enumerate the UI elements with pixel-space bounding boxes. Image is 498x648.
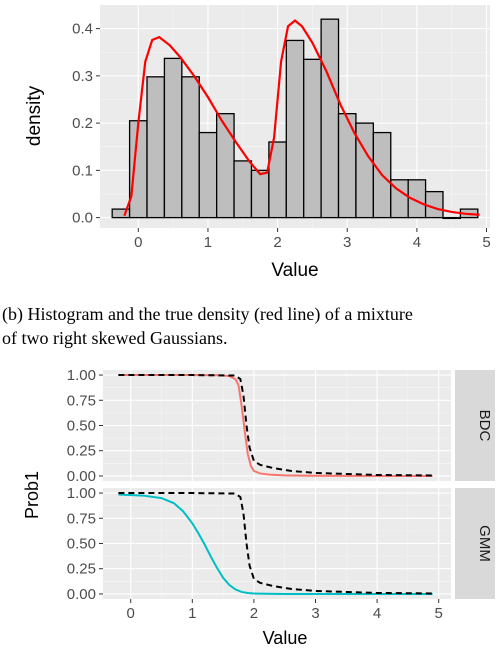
probability-x-tick-label: 5: [435, 605, 443, 622]
histogram-bar: [424, 190, 444, 219]
probability-x-tick-label: 4: [373, 605, 381, 622]
histogram-x-tick-label: 5: [482, 234, 490, 251]
histogram-chart: 0.0 0.1 0.2 0.3 0.4 0 1 2 3 4 5 Value density: [24, 5, 491, 281]
facet-y-tick-label: 1.00: [67, 485, 96, 502]
facet-y-tick-label: 0.50: [67, 418, 96, 435]
histogram-y-ticks: 0.0 0.1 0.2 0.3 0.4: [72, 21, 100, 227]
histogram-x-tick-label: 4: [413, 234, 421, 251]
facet-dashed-line: [118, 374, 433, 477]
probability-chart: 0.00 0.25 0.50 0.75 1.00 BDC 0.00 0.25 0.50 0.75 1…: [22, 367, 495, 648]
histogram-bar: [303, 58, 322, 219]
histogram-bar: [355, 122, 374, 219]
caption-line-1: (b) Histogram and the true density (red …: [2, 304, 413, 324]
histogram-bar: [198, 131, 218, 219]
facet-y-tick-label: 0.00: [67, 468, 96, 485]
probability-x-ticks: 0 1 2 3 4 5: [127, 599, 443, 622]
histogram-y-tick-label: 0.3: [72, 68, 93, 85]
histogram-bar: [233, 160, 253, 219]
histogram-bar: [146, 76, 166, 219]
histogram-y-axis-title: density: [24, 85, 45, 146]
facet-dashed-line: [118, 492, 433, 595]
facet-strip-background: [455, 488, 495, 599]
probability-x-axis-title: Value: [263, 628, 308, 648]
histogram-x-ticks: 0 1 2 3 4 5: [134, 228, 491, 251]
probability-y-axis-title: Prob1: [22, 471, 42, 519]
facet-y-tick-label: 1.00: [67, 367, 96, 384]
facet-strip-background: [455, 370, 495, 481]
probability-x-tick-label: 1: [188, 605, 196, 622]
probability-x-tick-label: 0: [127, 605, 135, 622]
facet-panel-bdc: 0.00 0.25 0.50 0.75 1.00 BDC: [67, 367, 495, 485]
histogram-x-tick-label: 3: [343, 234, 351, 251]
true-density-curve: [123, 19, 480, 217]
histogram-x-tick-label: 2: [273, 234, 281, 251]
facet-y-tick-label: 0.50: [67, 536, 96, 553]
facet-strip-label: BDC: [476, 410, 493, 442]
histogram-bars: [111, 18, 479, 220]
facet-y-tick-label: 0.25: [67, 443, 96, 460]
histogram-y-tick-label: 0.0: [72, 210, 93, 227]
histogram-x-axis-title: Value: [271, 260, 318, 281]
caption-line-2: of two right skewed Gaussians.: [2, 328, 228, 348]
histogram-bar: [128, 120, 148, 219]
probability-x-tick-label: 2: [250, 605, 258, 622]
histogram-bar: [320, 18, 340, 219]
facet-y-tick-label: 0.75: [67, 392, 96, 409]
facet-strip-label: GMM: [476, 525, 493, 562]
facet-y-tick-label: 0.25: [67, 561, 96, 578]
histogram-bar: [285, 39, 305, 219]
histogram-bar: [163, 57, 183, 219]
facet-y-tick-label: 0.00: [67, 586, 96, 603]
histogram-bar: [250, 169, 270, 219]
histogram-x-tick-label: 1: [204, 234, 212, 251]
facet-panel-gmm: 0.00 0.25 0.50 0.75 1.00 GMM: [67, 485, 495, 603]
histogram-y-tick-label: 0.2: [72, 115, 93, 132]
probability-x-tick-label: 3: [311, 605, 319, 622]
histogram-y-tick-label: 0.4: [72, 21, 93, 38]
histogram-y-tick-label: 0.1: [72, 162, 93, 179]
histogram-x-tick-label: 0: [134, 234, 142, 251]
histogram-bar: [216, 113, 235, 219]
histogram-bar: [442, 216, 462, 220]
facet-y-tick-label: 0.75: [67, 510, 96, 527]
figure-caption: (b) Histogram and the true density (red …: [2, 302, 496, 350]
histogram-bar: [181, 76, 200, 219]
probability-panels: 0.00 0.25 0.50 0.75 1.00 BDC 0.00 0.25 0.50 0.75 1…: [67, 367, 495, 603]
facet-solid-line: [118, 493, 433, 595]
